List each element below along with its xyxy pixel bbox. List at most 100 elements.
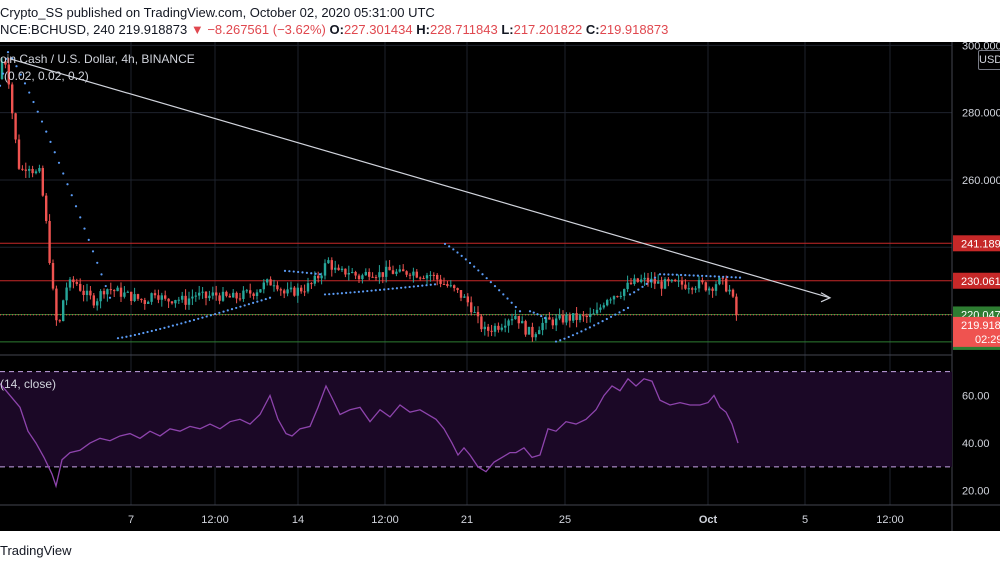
sar-dot [618, 311, 621, 314]
time-tick-label: 12:00 [876, 514, 904, 526]
candle-body [402, 269, 405, 272]
symbol-label: NCE:BCHUSD, 240 [0, 22, 115, 37]
candle-body [337, 267, 340, 271]
sar-dot [159, 327, 162, 331]
sar-dot [701, 274, 704, 277]
last-price-bg [953, 316, 1000, 347]
price-tick-label: 300.000 [962, 42, 1000, 52]
sar-dot [230, 308, 234, 311]
sar-dot [260, 299, 263, 302]
candle-body [167, 298, 170, 302]
rsi-tick-label: 20.00 [962, 486, 990, 498]
sar-dot [332, 292, 335, 295]
sar-dot [370, 289, 373, 292]
chart-area[interactable]: 300.000 280.000 260.000 241.189 230.061 220.0… [0, 42, 1000, 531]
time-tick-label: 14 [292, 514, 304, 526]
sar-dot [171, 324, 174, 327]
candle-body [589, 313, 592, 318]
sar-dot [580, 330, 583, 333]
candle-body [85, 290, 89, 296]
sar-dot [628, 293, 632, 296]
candle-body [235, 292, 238, 299]
candle-body [422, 278, 425, 280]
sar-dot [675, 273, 678, 276]
brand-label: TradingView [0, 543, 72, 558]
candle-body [198, 292, 201, 296]
candle-body [504, 325, 507, 328]
price-tick-label: 280.000 [962, 108, 1000, 120]
candle-body [415, 271, 418, 278]
high-value: 228.711843 [429, 22, 498, 37]
candle-body [364, 271, 367, 276]
sar-dot [176, 323, 179, 326]
candle-body [524, 321, 527, 335]
sar-dot [49, 140, 52, 143]
candle-body [232, 292, 235, 298]
sar-dot [671, 273, 674, 276]
sar-dot [366, 289, 369, 293]
candle-body [527, 326, 531, 335]
rsi-band-fill [0, 371, 952, 467]
candle-body [507, 320, 510, 326]
candle-body [306, 283, 310, 292]
sar-dot [614, 313, 617, 316]
sar-dot [626, 306, 630, 309]
sar-dot [510, 301, 513, 304]
sar-dot [637, 288, 640, 291]
sar-dot [116, 337, 120, 340]
candle-body [493, 325, 497, 332]
sar-dot [468, 261, 472, 265]
candle-body [602, 305, 605, 308]
sar-dot [205, 315, 208, 318]
sar-dot [464, 258, 467, 261]
candle-body [28, 168, 31, 171]
candle-body [555, 318, 558, 326]
candle-body [113, 290, 116, 292]
candle-body [534, 334, 537, 338]
candle-body [7, 64, 10, 85]
sar-dot [83, 227, 86, 230]
candle-body [463, 296, 466, 298]
sar-dot [345, 291, 348, 295]
candle-body [626, 282, 629, 290]
candle-body [517, 315, 520, 324]
candle-body [327, 260, 330, 264]
sar-dot [66, 183, 69, 186]
candle-body [405, 271, 408, 275]
candle-body [109, 289, 112, 291]
candle-body [300, 287, 303, 292]
candle-body [102, 291, 106, 295]
candle-body [544, 317, 548, 323]
candle-body [340, 268, 344, 271]
candle-body [408, 274, 412, 276]
rsi-legend: (14, close) [0, 377, 57, 391]
price-tick-label: 260.000 [962, 175, 1000, 187]
sar-dot [502, 293, 505, 296]
candle-body [636, 278, 639, 282]
candle-body [123, 292, 126, 297]
candle-body [293, 287, 296, 296]
sar-dot [336, 292, 339, 295]
trendline [9, 58, 831, 299]
candle-body [21, 168, 24, 170]
sar-dot [734, 276, 737, 279]
open-value: 227.301434 [343, 22, 413, 37]
candle-body [225, 291, 228, 296]
sar-dot [705, 274, 708, 278]
candle-body [187, 298, 191, 305]
chart-canvas[interactable]: 300.000280.000260.000241.189230.061220.0… [0, 42, 1000, 531]
currency-button[interactable]: USD [978, 50, 1000, 70]
sar-dot [688, 274, 691, 277]
candle-body [572, 313, 575, 321]
parabolic-sar [0, 50, 742, 343]
candle-body [354, 271, 357, 276]
sar-dot [91, 250, 95, 253]
sar-dot [19, 73, 22, 76]
sar-dot [425, 284, 428, 287]
candle-body [99, 291, 102, 302]
sar-dot [292, 270, 295, 273]
sar-dot [667, 273, 670, 276]
candle-body [323, 263, 327, 276]
sar-dot [452, 248, 455, 251]
sar-dot [641, 285, 644, 288]
